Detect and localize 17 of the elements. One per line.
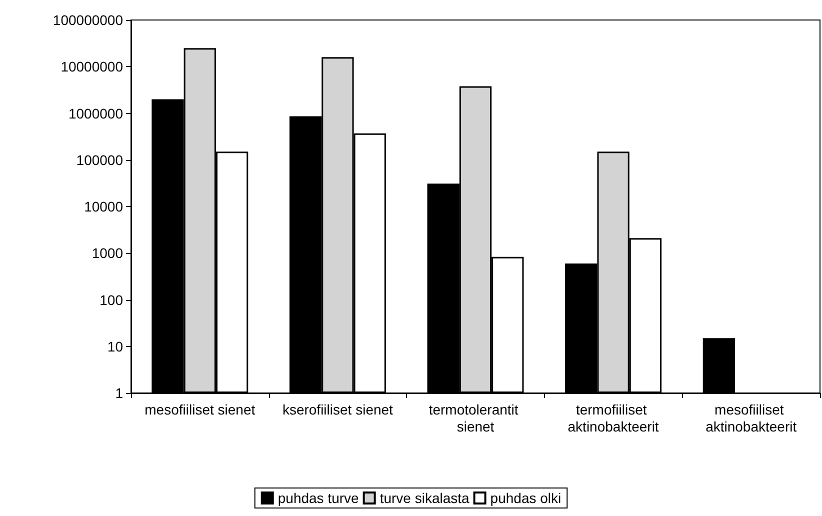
- y-tick-label: 100000000: [52, 12, 124, 28]
- y-tick-label: 100000: [76, 152, 124, 168]
- legend-label: puhdas turve: [278, 490, 360, 506]
- legend-label: turve sikalasta: [380, 490, 470, 506]
- y-tick-label: 10000: [84, 198, 124, 214]
- x-tick-label: kserofiiliset sienet: [282, 402, 394, 418]
- y-tick-label: 1000000: [68, 105, 124, 122]
- x-tick-label: termofiiliset aktinobakteerit: [568, 402, 659, 434]
- y-tick-label: 10000000: [60, 58, 124, 75]
- y-tick-label: 10: [107, 338, 124, 354]
- x-tick-label: termotolerantit sienet: [428, 402, 522, 434]
- x-tick-label: mesofiiliset sienet: [144, 402, 256, 418]
- y-tick-label: 100: [100, 292, 124, 308]
- legend-label: puhdas olki: [490, 490, 562, 506]
- y-tick-label: 1000: [92, 245, 124, 262]
- y-tick-label: 1: [115, 385, 124, 401]
- x-tick-label: mesofiiliset aktinobakteerit: [706, 402, 797, 434]
